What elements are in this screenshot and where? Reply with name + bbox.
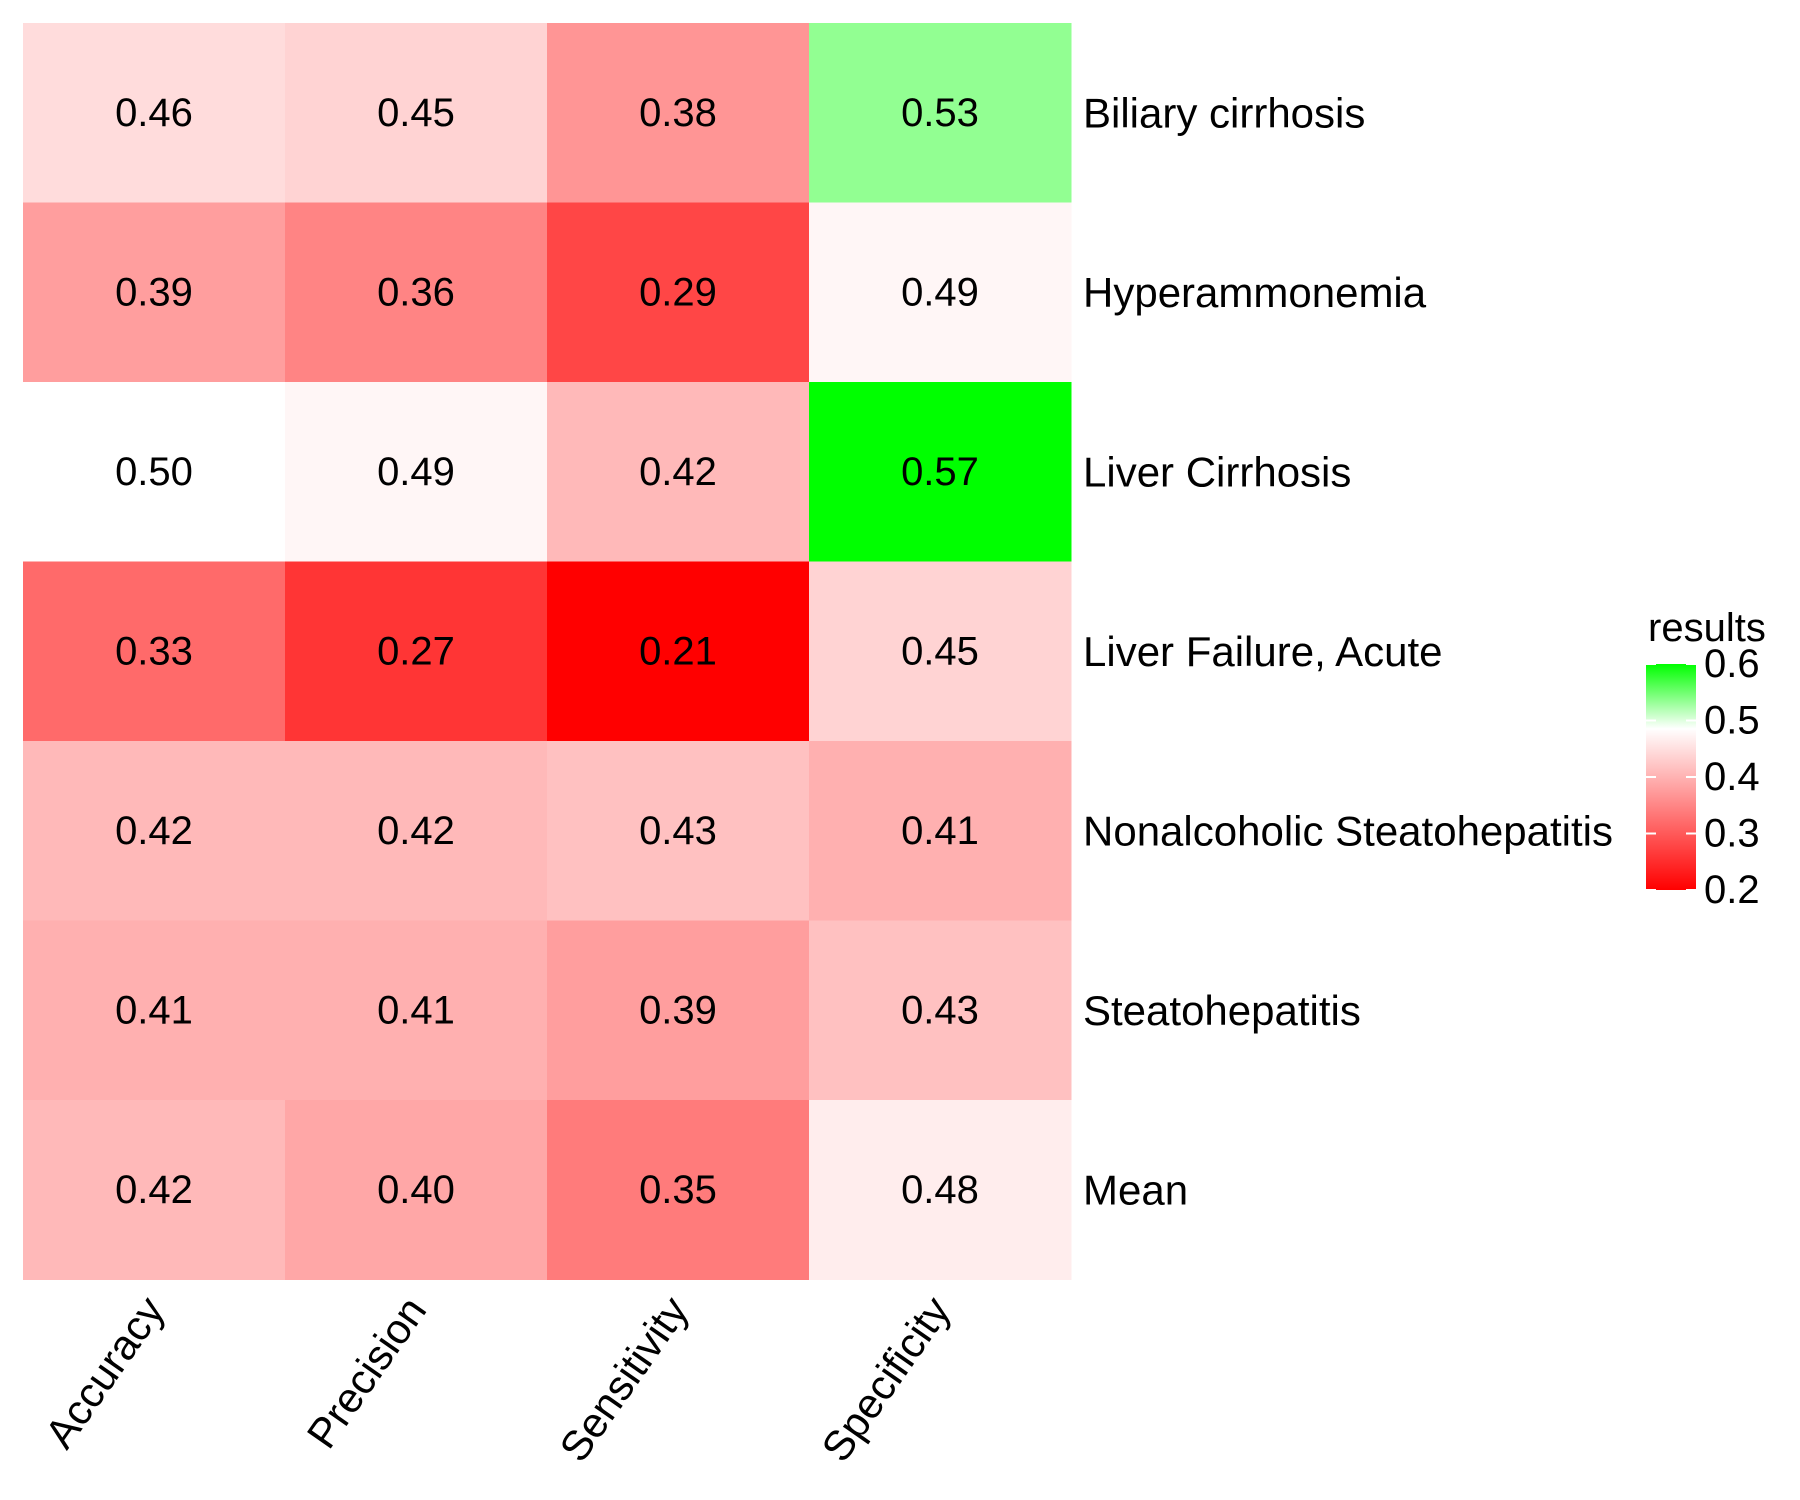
- row-label: Hyperammonemia: [1083, 269, 1427, 316]
- row-label: Biliary cirrhosis: [1083, 89, 1365, 136]
- cell-value-label: 0.40: [377, 1168, 455, 1212]
- cell-value-label: 0.46: [115, 91, 193, 135]
- cell-value-label: 0.29: [639, 270, 717, 314]
- cell-value-label: 0.49: [377, 450, 455, 494]
- cell-value-label: 0.42: [639, 450, 717, 494]
- heatmap-cell: [809, 23, 1072, 203]
- cell-value-label: 0.42: [115, 809, 193, 853]
- heatmap-cell: [23, 1100, 286, 1280]
- heatmap-cell: [547, 1100, 810, 1280]
- cell-value-label: 0.57: [901, 450, 979, 494]
- column-label: Sensitivity: [550, 1288, 697, 1470]
- cell-value-label: 0.33: [115, 629, 193, 673]
- heatmap-cell: [547, 202, 810, 383]
- column-labels: Accuracy Precision Sensitivity Specificity: [36, 1288, 960, 1470]
- heatmap-cell: [809, 1100, 1072, 1280]
- row-label: Liver Cirrhosis: [1083, 448, 1351, 495]
- cell-value-label: 0.21: [639, 629, 717, 673]
- heatmap-cell: [23, 23, 286, 203]
- row-label: Steatohepatitis: [1083, 987, 1361, 1034]
- cell-value-label: 0.42: [377, 809, 455, 853]
- heatmap-cell: [23, 561, 286, 742]
- heatmap-cell: [809, 202, 1072, 383]
- column-label: Accuracy: [36, 1288, 174, 1456]
- row-labels: Biliary cirrhosis Hyperammonemia Liver Cir…: [1083, 89, 1613, 1213]
- cell-value-label: 0.39: [115, 270, 193, 314]
- heatmap-cell: [23, 202, 286, 383]
- cell-value-label: 0.50: [115, 450, 193, 494]
- cell-value-label: 0.49: [901, 270, 979, 314]
- column-label: Precision: [298, 1288, 436, 1456]
- legend-tick-label: 0.3: [1704, 812, 1760, 856]
- cell-value-label: 0.43: [901, 988, 979, 1032]
- row-label: Liver Failure, Acute: [1083, 628, 1443, 675]
- cell-value-label: 0.53: [901, 91, 979, 135]
- cell-value-label: 0.36: [377, 270, 455, 314]
- cell-value-label: 0.39: [639, 988, 717, 1032]
- heatmap-cell: [285, 1100, 548, 1280]
- row-label: Nonalcoholic Steatohepatitis: [1083, 807, 1613, 854]
- heatmap-cell: [23, 382, 286, 562]
- cell-value-label: 0.41: [901, 809, 979, 853]
- cell-value-label: 0.35: [639, 1168, 717, 1212]
- column-label: Specificity: [812, 1288, 959, 1470]
- heatmap-cell: [547, 23, 810, 203]
- heatmap-cell: [547, 741, 810, 921]
- heatmap-cell: [285, 23, 548, 203]
- legend-tick-label: 0.6: [1704, 642, 1760, 686]
- cell-value-label: 0.27: [377, 629, 455, 673]
- heatmap-cell: [285, 741, 548, 921]
- cell-value-label: 0.43: [639, 809, 717, 853]
- heatmap-cell: [809, 382, 1072, 562]
- heatmap-cell: [547, 561, 810, 742]
- heatmap-cell: [809, 561, 1072, 742]
- cell-value-label: 0.48: [901, 1168, 979, 1212]
- cell-value-label: 0.45: [377, 91, 455, 135]
- cell-value-label: 0.45: [901, 629, 979, 673]
- heatmap-cell: [23, 920, 286, 1101]
- heatmap-cell: [285, 202, 548, 383]
- heatmap-cell: [809, 741, 1072, 921]
- cell-value-label: 0.41: [115, 988, 193, 1032]
- heatmap-cell-labels: 0.46 0.45 0.38 0.53 0.39 0.36 0.29 0.49 0.50 0.49…: [115, 91, 979, 1212]
- heatmap-cell: [285, 920, 548, 1101]
- cell-value-label: 0.38: [639, 91, 717, 135]
- heatmap-cells: [23, 23, 1072, 1280]
- legend-tick-label: 0.2: [1704, 868, 1760, 912]
- heatmap-cell: [547, 382, 810, 562]
- row-label: Mean: [1083, 1166, 1188, 1213]
- legend-tick-label: 0.4: [1704, 755, 1760, 799]
- cell-value-label: 0.41: [377, 988, 455, 1032]
- legend-tick-label: 0.5: [1704, 699, 1760, 743]
- cell-value-label: 0.42: [115, 1168, 193, 1212]
- heatmap-cell: [809, 920, 1072, 1101]
- heatmap-cell: [285, 561, 548, 742]
- legend-title: results: [1648, 606, 1766, 650]
- heatmap-cell: [547, 920, 810, 1101]
- heatmap-cell: [23, 741, 286, 921]
- heatmap-cell: [285, 382, 548, 562]
